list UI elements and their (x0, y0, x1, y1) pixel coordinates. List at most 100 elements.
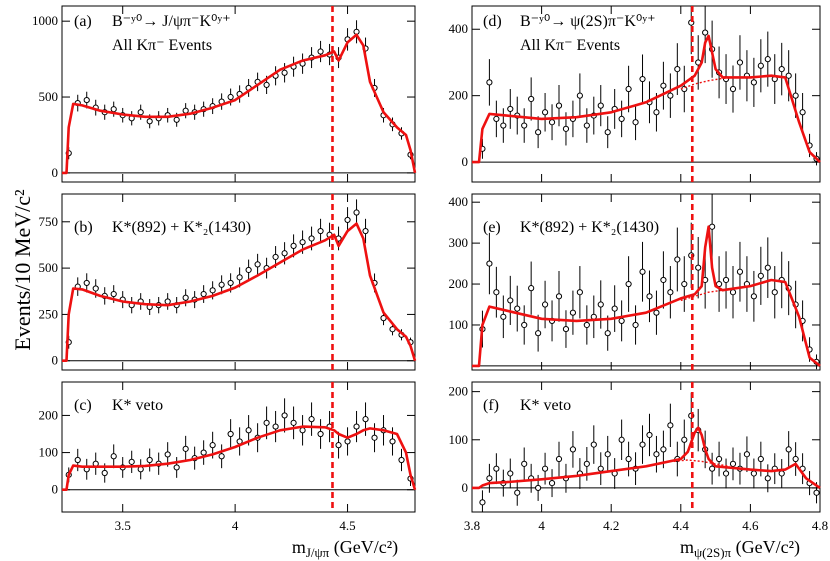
data-point (137, 466, 144, 473)
panel-tag: (d) (483, 13, 502, 30)
data-point (182, 445, 189, 452)
data-point (583, 122, 590, 129)
y-tick-label: 100 (449, 432, 469, 447)
data-point (555, 102, 563, 109)
y-tick-label: 400 (449, 194, 469, 209)
data-point (632, 321, 639, 329)
data-point (722, 276, 730, 284)
data-point (576, 92, 583, 99)
data-point (308, 416, 315, 423)
data-point (479, 499, 486, 506)
x-tick-label: 4.2 (603, 518, 619, 533)
data-point (709, 465, 716, 472)
data-point (729, 85, 737, 93)
data-point (653, 109, 660, 116)
y-tick-label: 0 (52, 482, 59, 497)
data-point (764, 56, 771, 63)
data-point (722, 470, 730, 477)
fit-curve (472, 426, 821, 490)
panel-tag: (e) (483, 219, 501, 236)
data-point (299, 427, 306, 434)
fit-curve (62, 425, 417, 491)
data-point (227, 93, 234, 101)
data-point (74, 456, 81, 464)
fit-curve (62, 33, 417, 175)
y-tick-label: 200 (449, 384, 469, 399)
data-point (569, 446, 577, 453)
data-point (639, 268, 646, 275)
data-point (583, 460, 590, 467)
data-point (548, 119, 556, 126)
data-point (604, 451, 611, 458)
data-point (639, 441, 646, 448)
data-point (632, 119, 639, 126)
data-point (750, 293, 757, 300)
y-tick-label: 0 (462, 480, 469, 495)
data-point (535, 129, 542, 136)
panel-tag: (f) (483, 397, 499, 414)
panel-text: K*(892) + K*₂(1430) (112, 219, 251, 236)
panel-frame (471, 5, 821, 183)
data-point (681, 436, 688, 443)
y-tick-label: 200 (449, 276, 469, 291)
panel-frame (471, 193, 821, 371)
data-point (272, 423, 279, 430)
data-point (299, 239, 306, 246)
x-axis-title-right: mψ(2S)π (GeV/c²) (680, 537, 800, 560)
data-point (200, 449, 207, 456)
data-point (555, 455, 563, 463)
y-tick-label: 500 (39, 89, 59, 104)
data-point (335, 442, 342, 449)
data-point (778, 470, 785, 477)
x-tick-label: 3.5 (115, 518, 131, 533)
data-point (625, 85, 632, 93)
data-point (548, 480, 556, 487)
x-axis-title-left: mJ/ψπ (GeV/c²) (292, 537, 398, 560)
data-point (590, 441, 597, 448)
data-point (164, 298, 171, 305)
data-point (736, 59, 744, 66)
panel-tag: (b) (74, 219, 93, 236)
data-point (528, 95, 535, 103)
data-point (597, 102, 604, 109)
panel-frame (61, 193, 416, 371)
data-point (380, 315, 387, 322)
x-tick-label: 4.5 (339, 518, 355, 533)
data-point (218, 453, 225, 460)
data-point (750, 79, 757, 86)
data-point (667, 92, 674, 99)
background-curve (680, 287, 737, 302)
x-tick-label: 4.8 (812, 518, 828, 533)
data-point (164, 451, 171, 458)
panel-tag: (c) (74, 397, 92, 414)
data-point (507, 470, 514, 477)
data-point (110, 290, 117, 298)
data-point (528, 285, 535, 292)
data-point (290, 242, 297, 249)
y-tick-label: 200 (449, 88, 469, 103)
data-point (92, 285, 99, 292)
data-point (493, 115, 500, 123)
data-point (317, 48, 324, 55)
y-tick-label: 750 (39, 214, 59, 229)
data-point (182, 107, 189, 114)
data-point (702, 29, 709, 36)
data-point (764, 475, 771, 482)
data-point (353, 209, 360, 216)
y-tick-label: 500 (39, 260, 59, 275)
data-point (674, 256, 681, 263)
data-point (353, 423, 360, 430)
data-point (83, 279, 90, 287)
x-tick-label: 4 (538, 518, 545, 533)
data-point (493, 465, 500, 472)
data-point (200, 290, 207, 298)
data-point (799, 109, 806, 116)
panel-b: 0 250 500 750 (b) K*(892) + K*₂(1430) (39, 193, 417, 371)
data-point (281, 69, 288, 76)
data-point (611, 305, 618, 312)
data-point (173, 464, 180, 471)
data-point (514, 489, 521, 496)
data-point (218, 281, 225, 288)
data-point (618, 317, 625, 324)
data-point (493, 289, 500, 296)
